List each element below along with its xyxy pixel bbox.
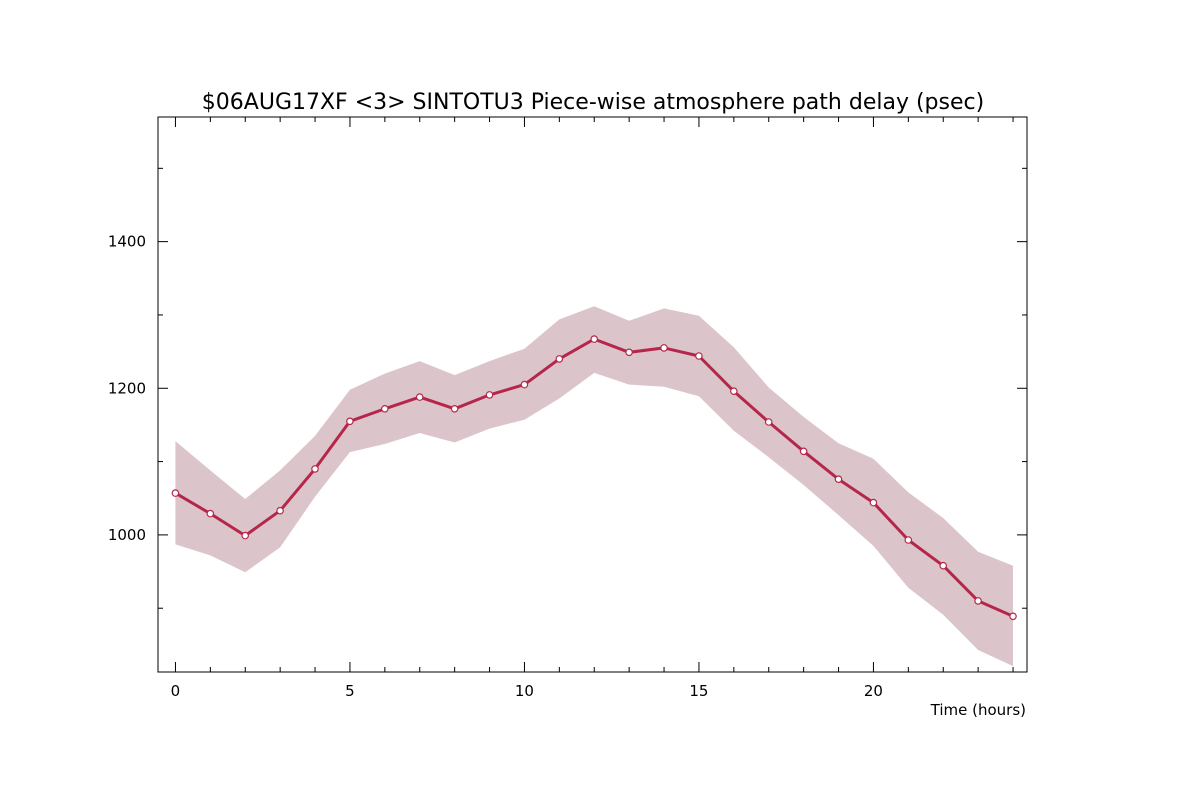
x-tick-label: 20 [864, 682, 883, 700]
data-point [276, 506, 284, 515]
data-point [834, 475, 843, 484]
data-point [625, 348, 633, 357]
data-point [311, 465, 319, 473]
data-point [485, 391, 494, 399]
data-point [415, 393, 424, 401]
data-point [380, 404, 389, 413]
plot-frame [157, 116, 1028, 673]
uncertainty-band-layer [175, 306, 1013, 667]
y-tick-label: 1200 [108, 379, 146, 397]
x-tick-label: 15 [689, 682, 708, 700]
data-point [1009, 612, 1017, 621]
data-point [695, 352, 703, 360]
data-point [939, 561, 948, 570]
data-point [590, 335, 599, 343]
data-point [520, 380, 529, 389]
x-axis-label: Time (hours) [930, 701, 1026, 719]
axes-layer: 0 5 10 15 20 1000 1200 1400 [108, 116, 1028, 700]
x-tick-label: 5 [345, 682, 355, 700]
data-point [729, 387, 738, 396]
data-point [904, 536, 913, 544]
data-point [346, 417, 354, 426]
data-marker-layer [171, 335, 1017, 621]
data-point [171, 489, 180, 497]
data-point [764, 418, 773, 426]
x-tick-label: 0 [171, 682, 181, 700]
data-point [869, 498, 878, 507]
data-point [974, 597, 982, 605]
data-point [241, 531, 250, 540]
y-tick-label: 1000 [108, 526, 146, 544]
data-point [660, 344, 668, 352]
chart-title: $06AUG17XF <3> SINTOTU3 Piece-wise atmos… [202, 90, 984, 115]
x-tick-label: 10 [515, 682, 534, 700]
data-point [206, 509, 215, 518]
data-point [555, 355, 564, 363]
y-tick-label: 1400 [108, 233, 146, 251]
data-point [799, 447, 808, 456]
uncertainty-band [175, 306, 1013, 667]
data-point [450, 404, 459, 413]
